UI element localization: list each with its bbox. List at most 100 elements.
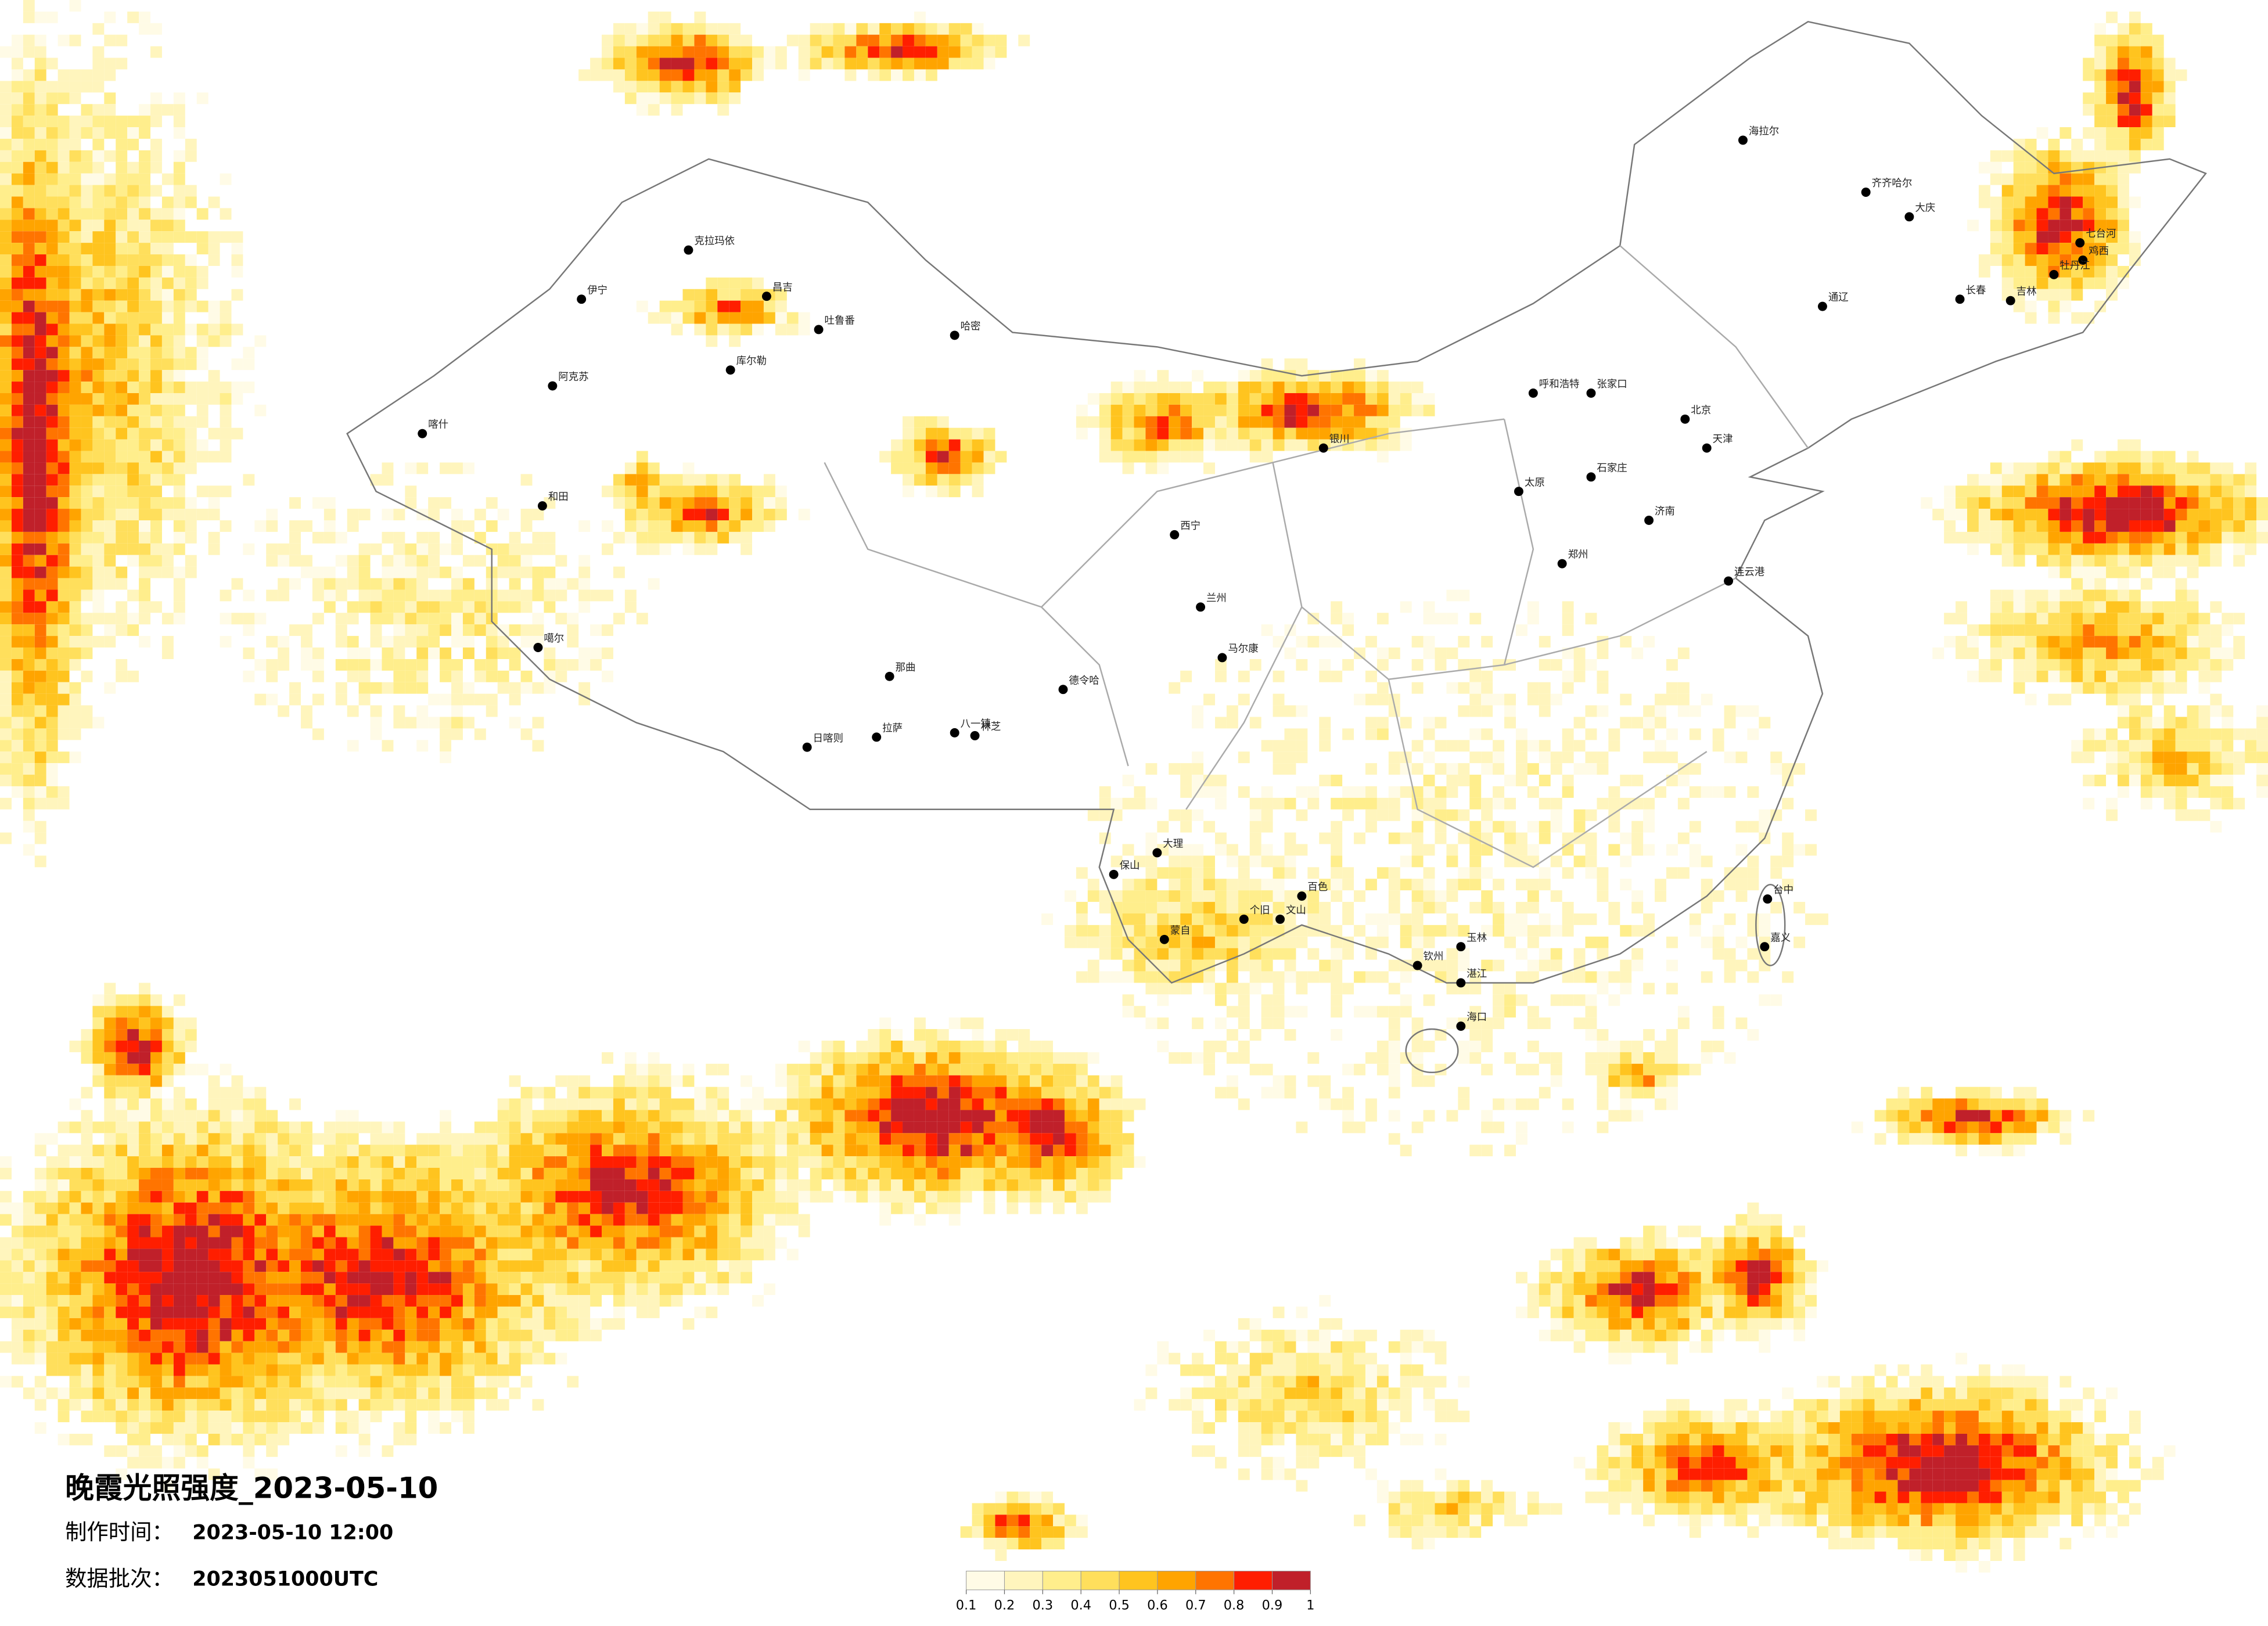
heat-cell xyxy=(2175,786,2187,798)
heat-cell xyxy=(1354,890,1365,902)
heat-cell xyxy=(1331,832,1343,844)
heat-cell xyxy=(81,555,93,567)
heat-cell xyxy=(1446,971,1458,983)
heat-cell xyxy=(1249,959,1261,972)
heat-cell xyxy=(1342,728,1354,740)
heat-cell xyxy=(92,161,105,174)
heat-cell xyxy=(173,1190,185,1203)
heat-cell xyxy=(0,300,12,312)
heat-cell xyxy=(104,220,116,232)
heat-cell xyxy=(1249,404,1261,416)
heat-cell xyxy=(139,983,151,995)
heat-cell xyxy=(116,439,128,451)
heat-cell xyxy=(173,601,185,613)
heat-cell xyxy=(23,531,35,544)
heat-cell xyxy=(34,589,46,602)
heat-cell xyxy=(69,647,81,659)
heat-cell xyxy=(741,1133,753,1145)
heat-cell xyxy=(1446,959,1458,972)
heat-cell xyxy=(1099,1179,1111,1191)
heat-cell xyxy=(161,370,174,382)
heat-cell xyxy=(1030,1179,1042,1191)
heat-cell xyxy=(196,1121,209,1134)
heat-cell xyxy=(451,682,463,694)
heat-cell xyxy=(879,1087,892,1099)
heat-cell xyxy=(462,555,475,567)
heat-cell xyxy=(2013,277,2025,289)
heat-cell xyxy=(578,520,591,532)
heat-cell xyxy=(903,427,914,440)
heat-cell xyxy=(2163,57,2176,70)
heat-cell xyxy=(1087,1168,1099,1179)
heat-cell xyxy=(173,1029,185,1041)
heat-cell xyxy=(278,1156,290,1168)
heat-cell xyxy=(46,243,58,255)
heat-cell xyxy=(2083,659,2095,671)
heat-cell xyxy=(1735,936,1748,948)
heat-cell xyxy=(2175,531,2187,544)
heat-cell xyxy=(34,104,46,116)
heat-cell xyxy=(972,1179,984,1191)
heat-cell xyxy=(1214,890,1227,902)
heat-cell xyxy=(2071,531,2083,544)
heat-cell xyxy=(1226,983,1238,995)
heat-cell xyxy=(139,23,151,35)
heat-cell xyxy=(185,1063,197,1075)
heat-cell xyxy=(116,1156,128,1168)
heat-cell xyxy=(1192,1052,1204,1064)
heat-cell xyxy=(1145,439,1158,451)
heat-cell xyxy=(2129,150,2141,162)
heat-cell xyxy=(370,474,382,486)
heat-cell xyxy=(2210,763,2222,775)
heat-cell xyxy=(1076,1098,1088,1110)
heat-cell xyxy=(69,613,81,625)
heat-cell xyxy=(752,1098,764,1110)
heat-cell xyxy=(1469,902,1482,913)
heat-cell xyxy=(833,1179,845,1191)
heat-cell xyxy=(786,1133,799,1145)
heat-cell xyxy=(2106,451,2118,463)
heat-cell xyxy=(23,555,35,567)
heat-cell xyxy=(1365,382,1377,393)
heat-cell xyxy=(1192,775,1204,786)
heat-cell xyxy=(1284,1075,1296,1087)
heat-cell xyxy=(1458,705,1470,717)
heat-cell xyxy=(2001,196,2014,208)
heat-cell xyxy=(139,185,151,197)
heat-cell xyxy=(983,57,995,70)
heat-cell xyxy=(497,566,509,578)
heat-cell xyxy=(729,1110,741,1122)
heat-cell xyxy=(46,161,58,174)
heat-cell xyxy=(1319,879,1331,891)
heat-cell xyxy=(1388,867,1400,879)
heat-cell xyxy=(486,1156,498,1168)
heat-cell xyxy=(127,300,139,312)
heat-cell xyxy=(509,1098,521,1110)
heat-cell xyxy=(741,543,753,555)
heat-cell xyxy=(1145,890,1158,902)
heat-cell xyxy=(1331,890,1343,902)
heat-cell xyxy=(1169,948,1181,960)
heat-cell xyxy=(2140,682,2152,694)
heat-cell xyxy=(81,1087,93,1099)
heat-cell xyxy=(1319,404,1331,416)
heat-cell xyxy=(34,427,46,440)
heat-cell xyxy=(2071,173,2083,185)
heat-cell xyxy=(1134,416,1146,428)
heat-cell xyxy=(624,1075,637,1087)
heat-cell xyxy=(1423,994,1435,1006)
heat-cell xyxy=(1620,983,1632,995)
heat-cell xyxy=(462,520,475,532)
heat-cell xyxy=(532,1121,544,1134)
heat-cell xyxy=(937,1190,949,1203)
heat-cell xyxy=(1643,751,1655,764)
heat-cell xyxy=(891,1168,903,1179)
heat-cell xyxy=(1122,994,1134,1006)
heat-cell xyxy=(694,1179,706,1191)
heat-cell xyxy=(2083,589,2095,602)
heat-cell xyxy=(416,543,429,555)
heat-cell xyxy=(69,161,81,174)
heat-cell xyxy=(2175,589,2187,602)
heat-cell xyxy=(57,451,70,463)
heat-cell xyxy=(2094,220,2107,232)
